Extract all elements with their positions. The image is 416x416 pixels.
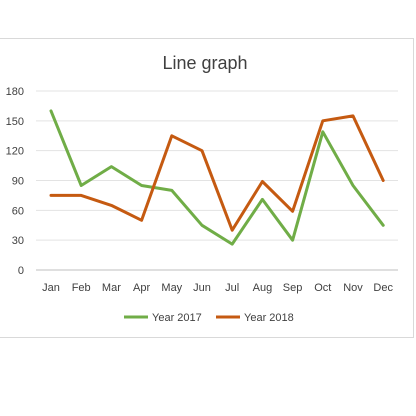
x-tick-label: Jul (225, 282, 239, 294)
y-tick-label: 120 (6, 146, 24, 158)
x-tick-label: Oct (314, 282, 331, 294)
x-tick-label: Feb (72, 282, 91, 294)
legend: Year 2017 Year 2018 (124, 312, 294, 324)
x-tick-label: Aug (253, 282, 273, 294)
x-tick-label: Jun (193, 282, 211, 294)
series-line-2 (49, 114, 385, 232)
x-tick-label: Sep (283, 282, 303, 294)
y-tick-label: 180 (6, 86, 24, 98)
series-lines (49, 109, 385, 246)
chart-frame (0, 38, 414, 338)
x-tick-label: Dec (373, 282, 393, 294)
x-tick-label: Jan (42, 282, 60, 294)
x-tick-label: Nov (343, 282, 363, 294)
y-tick-label: 90 (12, 176, 24, 188)
y-axis-ticks: 0 30 60 90 120 150 180 (6, 86, 24, 277)
series-line-1 (49, 109, 385, 246)
x-tick-label: Mar (102, 282, 121, 294)
chart-title: Line graph (162, 53, 247, 73)
x-tick-label: Apr (133, 282, 150, 294)
legend-label-2: Year 2018 (244, 312, 294, 324)
y-tick-label: 30 (12, 235, 24, 247)
legend-label-1: Year 2017 (152, 312, 202, 324)
x-axis-ticks: Jan Feb Mar Apr May Jun Jul Aug Sep Oct Nov Dec (42, 282, 393, 294)
y-tick-label: 150 (6, 116, 24, 128)
x-tick-label: May (161, 282, 182, 294)
y-tick-label: 60 (12, 205, 24, 217)
gridlines (36, 90, 398, 271)
y-tick-label: 0 (18, 265, 24, 277)
